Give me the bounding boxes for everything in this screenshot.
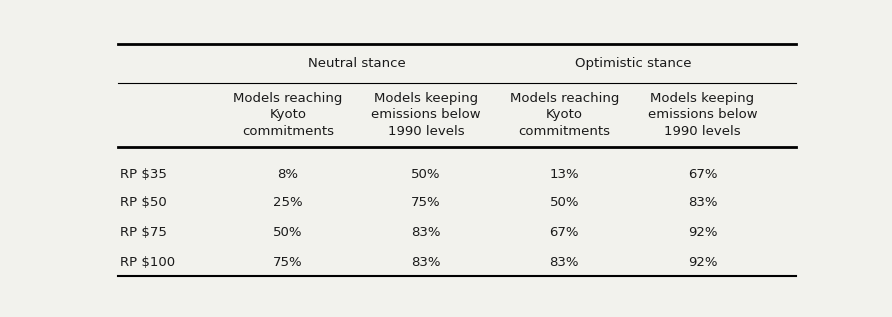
Text: 83%: 83% (688, 196, 717, 209)
Text: Models reaching
Kyoto
commitments: Models reaching Kyoto commitments (233, 92, 343, 138)
Text: 50%: 50% (411, 168, 441, 181)
Text: 92%: 92% (688, 256, 717, 269)
Text: 83%: 83% (411, 226, 441, 239)
Text: Neutral stance: Neutral stance (308, 57, 406, 70)
Text: RP $50: RP $50 (120, 196, 167, 209)
Text: 75%: 75% (273, 256, 302, 269)
Text: 50%: 50% (273, 226, 302, 239)
Text: 50%: 50% (549, 196, 579, 209)
Text: Models keeping
emissions below
1990 levels: Models keeping emissions below 1990 leve… (648, 92, 757, 138)
Text: 13%: 13% (549, 168, 579, 181)
Text: RP $100: RP $100 (120, 256, 175, 269)
Text: Optimistic stance: Optimistic stance (575, 57, 691, 70)
Text: 83%: 83% (411, 256, 441, 269)
Text: 67%: 67% (688, 168, 717, 181)
Text: 67%: 67% (549, 226, 579, 239)
Text: 83%: 83% (549, 256, 579, 269)
Text: 75%: 75% (411, 196, 441, 209)
Text: 25%: 25% (273, 196, 302, 209)
Text: Models keeping
emissions below
1990 levels: Models keeping emissions below 1990 leve… (371, 92, 481, 138)
Text: Models reaching
Kyoto
commitments: Models reaching Kyoto commitments (509, 92, 619, 138)
Text: RP $75: RP $75 (120, 226, 167, 239)
Text: 92%: 92% (688, 226, 717, 239)
Text: RP $35: RP $35 (120, 168, 167, 181)
Text: 8%: 8% (277, 168, 298, 181)
